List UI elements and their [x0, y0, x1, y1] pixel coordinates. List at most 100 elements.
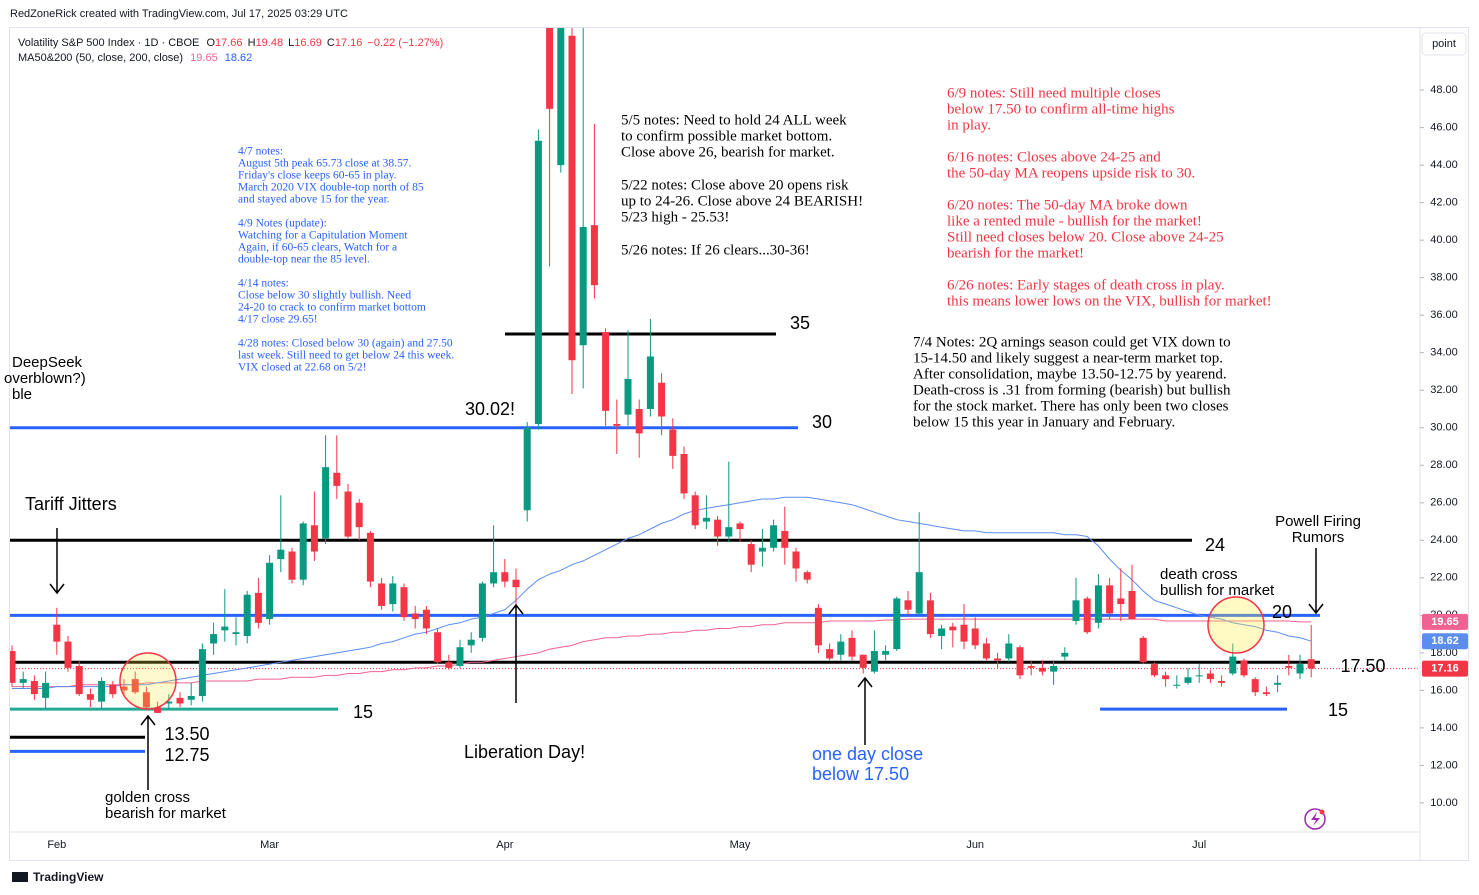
footer-logo: TradingView	[12, 870, 104, 884]
y-tick-label: 10.00	[1430, 797, 1458, 809]
candle-body	[1206, 673, 1214, 680]
candle-body	[120, 686, 128, 691]
candle-body	[635, 408, 643, 434]
ohlc-prefix: O	[206, 37, 215, 49]
candle-body	[165, 701, 173, 704]
candle-body	[1218, 680, 1226, 683]
candle-body	[1285, 665, 1293, 668]
note-line: for the stock market. There has only bee…	[913, 398, 1229, 414]
candle-body	[882, 650, 890, 655]
candle-body	[814, 607, 822, 646]
point-button-label[interactable]: point	[1432, 38, 1456, 50]
candle-body	[154, 707, 162, 713]
price-tag	[1422, 660, 1468, 677]
annotation: 30.02!	[465, 399, 515, 419]
note-line: bearish for the market!	[947, 245, 1084, 261]
annotation: death cross	[1160, 566, 1238, 583]
candle-body	[960, 624, 968, 642]
note-line: below 17.50 to confirm all-time highs	[947, 101, 1175, 117]
candle-body	[456, 647, 464, 666]
candle-body	[1184, 677, 1192, 683]
candle-body	[434, 632, 442, 663]
price-tag	[1422, 613, 1468, 630]
ma-value: 18.62	[225, 52, 253, 64]
candle-body	[1229, 656, 1237, 674]
annotation: overblown?)	[4, 370, 86, 387]
candle-body	[299, 523, 307, 580]
candle-body	[109, 684, 117, 695]
candle-body	[254, 592, 262, 623]
candle-body	[1251, 679, 1259, 693]
candle-body	[1094, 585, 1102, 623]
candle-body	[1005, 643, 1013, 659]
candle-body	[19, 679, 27, 683]
close-value: 17.16	[335, 37, 363, 49]
candle-body	[949, 626, 957, 631]
annotation: bearish for market	[105, 805, 227, 822]
x-tick-label: May	[730, 839, 751, 851]
x-tick-label: Mar	[260, 839, 279, 851]
highlight-circle	[119, 652, 177, 710]
candle-body	[1083, 598, 1091, 633]
overlay	[49, 528, 1326, 830]
candle-body	[344, 491, 352, 537]
note-line: August 5th peak 65.73 close at 38.57.	[238, 158, 412, 170]
candle-body	[467, 639, 475, 646]
candle-body	[10, 650, 16, 683]
y-tick-label: 16.00	[1430, 684, 1458, 696]
alert-icon[interactable]	[1304, 808, 1326, 830]
note-line: 7/4 Notes: 2Q arnings season could get V…	[913, 334, 1231, 350]
candle-body	[646, 356, 654, 409]
note-line: 5/26 notes: If 26 clears...30-36!	[621, 242, 810, 258]
note-line: Watching for a Capitulation Moment	[238, 230, 408, 242]
x-tick-label: Jun	[966, 839, 984, 851]
note-line: 4/14 notes:	[238, 278, 289, 290]
note-line: 5/23 high - 25.53!	[621, 209, 729, 225]
price-tag-label: 17.16	[1431, 663, 1459, 675]
note-line: up to 24-26. Close above 24 BEARISH!	[621, 193, 863, 209]
note-line: 4/9 Notes (update):	[238, 218, 327, 230]
y-tick-label: 18.00	[1430, 647, 1458, 659]
arrow	[140, 714, 156, 790]
note-line: 6/20 notes: The 50-day MA broke down	[947, 197, 1188, 213]
candle-body	[870, 650, 878, 672]
level-label: 15	[353, 702, 373, 722]
candle-body	[210, 634, 218, 644]
candle-body	[624, 378, 632, 415]
candle-body	[42, 682, 50, 698]
note-line: Still need closes below 20. Close above …	[947, 229, 1224, 245]
y-tick-label: 30.00	[1430, 422, 1458, 434]
candle-body	[680, 454, 688, 494]
level-label: 30	[812, 412, 832, 432]
y-tick-label: 36.00	[1430, 309, 1458, 321]
note-line: 6/16 notes: Closes above 24-25 and	[947, 149, 1161, 165]
note-line: the 50-day MA reopens upside risk to 30.	[947, 165, 1195, 181]
candle-body	[971, 628, 979, 646]
candle-body	[837, 641, 845, 655]
moving-average	[12, 496, 1312, 689]
level-label: 12.75	[164, 745, 209, 765]
change: −0.22 (−1.27%)	[367, 37, 443, 49]
candle-body	[176, 697, 184, 704]
y-tick-label: 26.00	[1430, 497, 1458, 509]
candle-body	[277, 549, 285, 560]
candle-body	[1027, 665, 1035, 668]
y-tick-label: 32.00	[1430, 384, 1458, 396]
candle-body	[702, 517, 710, 522]
indicator-legend: MA50&200 (50, close, 200, close) 19.65 1…	[18, 52, 252, 64]
candle-body	[669, 429, 677, 456]
candle-body	[915, 572, 923, 614]
indicator: MA50&200 (50, close, 200, close)	[18, 52, 183, 64]
candle-body	[1038, 667, 1046, 672]
note-line: double-top near the 85 level.	[238, 254, 370, 266]
note-line: Again, if 60-65 clears, Watch for a	[238, 242, 397, 254]
candle-body	[131, 679, 139, 693]
candle-body	[142, 692, 150, 708]
candle-body	[490, 572, 498, 584]
point-button[interactable]	[1421, 32, 1467, 56]
open-value: 17.66	[215, 37, 243, 49]
x-tick-label: Jul	[1192, 839, 1206, 851]
candle-body	[64, 641, 72, 668]
ma-value: 19.65	[190, 52, 218, 64]
